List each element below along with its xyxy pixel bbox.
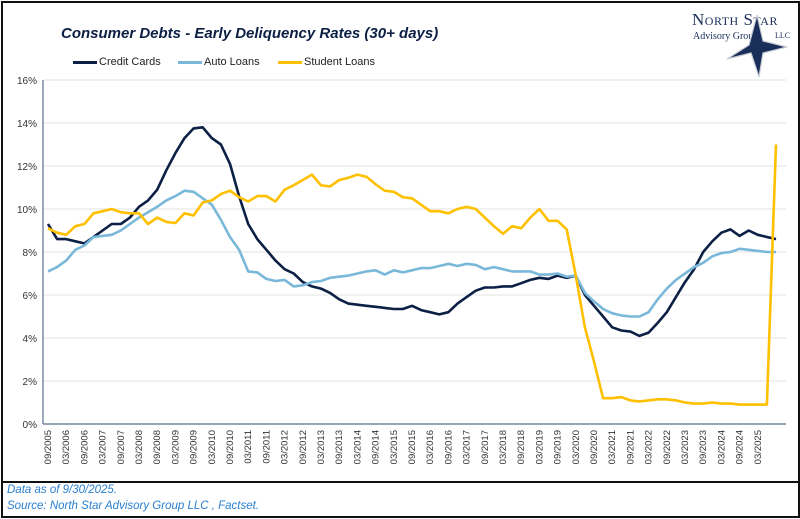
data-date-note: Data as of 9/30/2025. [7,484,117,496]
x-tick-label: 03/2019 [534,430,545,464]
series-line-credit-cards [46,126,777,338]
logo-subtitle: Advisory Group [693,31,759,42]
y-tick-label: 8% [23,248,38,259]
x-tick-label: 03/2025 [753,430,764,464]
x-tick-label: 09/2015 [407,430,418,464]
y-tick-label: 16% [17,76,37,87]
series-line-auto-loans [47,189,776,318]
x-tick-label: 03/2016 [425,430,436,464]
x-tick-label: 03/2007 [98,430,109,464]
legend-student-loans: Student Loans [278,56,375,68]
x-tick-label: 09/2024 [735,430,746,464]
x-tick-label: 03/2023 [680,430,691,464]
legend-swatch [73,60,97,64]
legend-swatch [278,60,302,64]
x-tick-label: 03/2018 [498,430,509,464]
x-tick-label: 09/2017 [480,430,491,464]
x-tick-label: 09/2005 [43,430,54,464]
x-tick-label: 09/2009 [189,430,200,464]
x-tick-label: 03/2006 [61,430,72,464]
x-tick-label: 09/2018 [516,430,527,464]
x-tick-label: 03/2008 [134,430,145,464]
series-line-student-loans [47,144,778,406]
x-tick-label: 09/2008 [152,430,163,464]
legend-label: Student Loans [304,56,375,68]
x-tick-label: 03/2022 [644,430,655,464]
legend-label: Auto Loans [204,56,260,68]
x-tick-label: 09/2022 [662,430,673,464]
x-tick-label: 03/2015 [389,430,400,464]
x-tick-label: 09/2013 [334,430,345,464]
x-tick-label: 09/2007 [116,430,127,464]
logo-llc: LLC [775,31,791,40]
x-tick-label: 09/2010 [225,430,236,464]
y-tick-label: 10% [17,205,37,216]
chart-footer: Data as of 9/30/2025. Source: North Star… [1,482,800,518]
x-tick-label: 03/2017 [462,430,473,464]
legend-auto-loans: Auto Loans [178,56,260,68]
x-tick-label: 03/2012 [280,430,291,464]
y-tick-label: 12% [17,162,37,173]
y-tick-label: 14% [17,119,37,130]
chart-frame: 0% 2% 4% 6% 8% 10% 12% 14% 16% 09/2005 03/2006 09/2… [1,1,800,483]
y-tick-label: 6% [23,291,38,302]
chart-title: Consumer Debts - Early Deliquency Rates … [61,25,439,42]
x-tick-label: 03/2020 [571,430,582,464]
x-tick-label: 03/2021 [607,430,618,464]
y-tick-label: 2% [23,377,38,388]
x-tick-label: 09/2016 [443,430,454,464]
x-tick-label: 03/2010 [207,430,218,464]
line-chart: 0% 2% 4% 6% 8% 10% 12% 14% 16% 09/2005 03/2006 09/2… [17,76,786,464]
legend-swatch [178,60,202,64]
x-tick-label: 09/2014 [371,430,382,464]
x-tick-label: 09/2019 [553,430,564,464]
x-tick-label: 09/2006 [79,430,90,464]
x-tick-label: 03/2009 [170,430,181,464]
x-tick-label: 09/2020 [589,430,600,464]
x-tick-label: 09/2012 [298,430,309,464]
star-icon [726,14,788,78]
x-tick-label: 09/2023 [698,430,709,464]
y-tick-label: 4% [23,334,38,345]
x-tick-label: 09/2011 [261,430,272,464]
legend-credit-cards: Credit Cards [73,56,161,68]
x-tick-label: 03/2014 [352,430,363,464]
x-tick-label: 09/2021 [625,430,636,464]
x-tick-label: 03/2024 [716,430,727,464]
source-note: Source: North Star Advisory Group LLC , … [7,500,260,512]
y-tick-label: 0% [23,420,38,431]
x-tick-label: 03/2013 [316,430,327,464]
north-star-logo: North Star Advisory Group LLC [683,7,800,79]
legend-label: Credit Cards [99,56,161,68]
x-tick-label: 03/2011 [243,430,254,464]
